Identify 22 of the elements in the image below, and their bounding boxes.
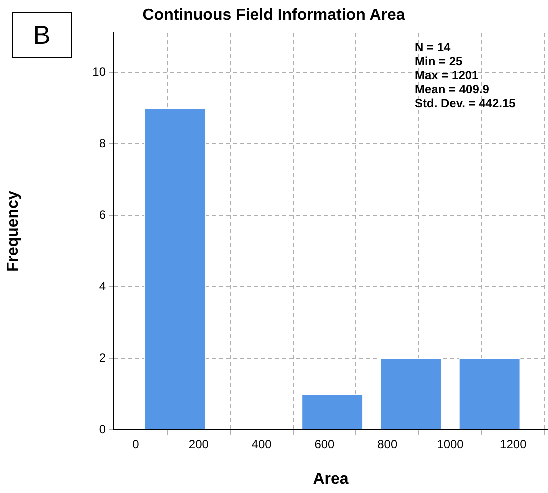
x-tick-label: 1000 <box>437 438 464 452</box>
x-tick-label: 200 <box>188 438 210 452</box>
x-tick-label: 1200 <box>500 438 528 452</box>
y-tick-label: 2 <box>99 350 106 365</box>
x-tick-label: 800 <box>378 438 398 452</box>
x-tick-label: 400 <box>252 438 272 452</box>
y-tick-label: 10 <box>92 64 106 79</box>
chart-title: Continuous Field Information Area <box>142 7 406 24</box>
annotation: Min = 25 <box>415 54 464 68</box>
y-tick-label: 8 <box>99 136 106 150</box>
annotation: Mean = 409.9 <box>415 82 490 96</box>
y-tick-label: 0 <box>99 422 106 436</box>
annotation: Max = 1201 <box>415 68 480 82</box>
annotation: Std. Dev. = 442.15 <box>415 96 516 110</box>
y-axis-title: Frequency <box>5 191 22 272</box>
annotation: N = 14 <box>415 40 452 54</box>
y-tick-label: 4 <box>99 279 106 294</box>
y-tick-label: 6 <box>99 208 106 222</box>
x-tick-label: 600 <box>314 438 336 452</box>
x-axis-title: Area <box>313 470 349 488</box>
text: B <box>12 12 72 58</box>
x-tick-label: 0 <box>132 438 140 452</box>
